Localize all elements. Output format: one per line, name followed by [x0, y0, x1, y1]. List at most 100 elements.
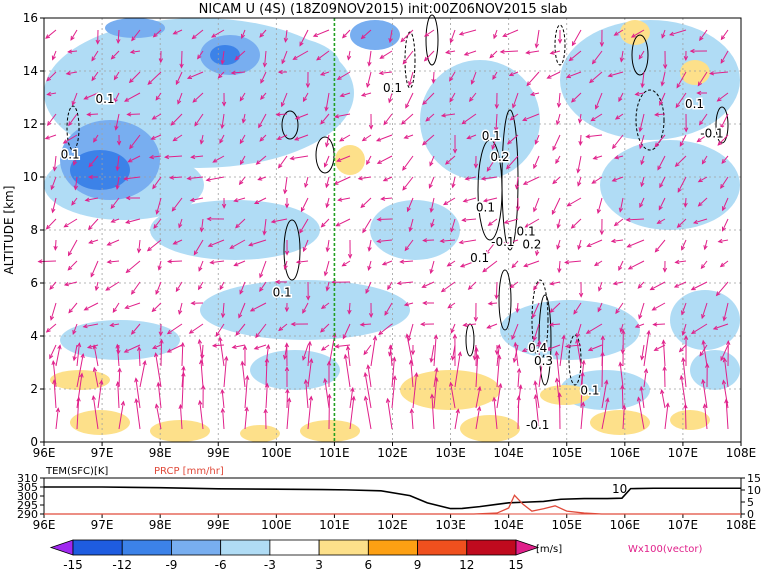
vector-scale-note: Wx100(vector)	[628, 544, 703, 555]
wind-vector	[405, 333, 414, 367]
wind-vector	[215, 323, 225, 337]
wind-vector	[299, 218, 309, 234]
wind-shade-region	[70, 150, 130, 190]
wind-vector	[719, 260, 729, 268]
wind-vector	[221, 92, 227, 107]
wind-vector	[277, 69, 288, 75]
wind-vector	[323, 260, 330, 277]
wind-vector	[242, 344, 248, 367]
wind-vector	[701, 339, 708, 367]
surface-x-tick-label: 98E	[149, 518, 172, 532]
colorbar-segment	[318, 539, 369, 556]
wind-vector	[255, 323, 267, 339]
wind-vector	[199, 359, 204, 388]
wind-vector	[384, 302, 393, 316]
wind-vector	[382, 176, 393, 182]
wind-vector	[334, 113, 351, 119]
surface-x-tick-label: 107E	[668, 518, 699, 532]
wind-vector	[220, 113, 225, 130]
wind-vector	[209, 260, 225, 265]
wind-vector	[285, 388, 290, 409]
wind-vector	[284, 239, 290, 256]
wind-vector	[156, 381, 162, 409]
wind-vector	[529, 91, 540, 97]
wind-vector	[217, 71, 225, 79]
wind-vector	[722, 302, 729, 322]
wind-vector	[366, 364, 372, 388]
wind-vector	[275, 112, 288, 117]
wind-vector	[458, 29, 477, 36]
surface-panel: TEM(SFC)[K] PRCP [mm/hr] 290295300305310…	[17, 466, 761, 532]
wind-vector	[105, 281, 120, 291]
wind-vector	[110, 218, 120, 223]
wind-vector	[452, 134, 458, 154]
wind-vector	[51, 197, 57, 214]
wind-vector	[556, 218, 561, 229]
wind-vector	[113, 71, 120, 81]
wind-vector	[233, 197, 246, 203]
wind-vector	[258, 113, 267, 129]
wind-vector	[365, 281, 372, 294]
wind-vector	[662, 50, 668, 70]
wind-vector	[559, 334, 566, 367]
wind-vector	[378, 70, 393, 76]
wind-vector	[368, 302, 374, 319]
wind-vector	[640, 71, 645, 89]
right-axis-label: PRCP [mm/hr]	[154, 466, 224, 477]
wind-vector	[63, 218, 78, 228]
wind-vector	[235, 323, 246, 336]
wind-vector	[699, 29, 708, 42]
wind-vector	[683, 197, 688, 208]
wind-vector	[466, 134, 477, 140]
wind-vector	[408, 359, 414, 388]
wind-vector	[522, 176, 540, 185]
wind-vector	[379, 50, 393, 59]
contour-label: 0.2	[490, 150, 509, 164]
wind-vector	[639, 385, 645, 409]
wind-vector	[721, 379, 729, 409]
wind-vector	[601, 379, 609, 409]
wind-vector	[219, 281, 225, 291]
surface-x-tick-label: 103E	[435, 518, 466, 532]
wind-vector	[590, 113, 603, 122]
wind-vector	[45, 323, 57, 333]
wind-vector	[433, 376, 439, 409]
wind-vector	[459, 260, 477, 268]
wind-vector	[220, 302, 226, 319]
colorbar: -15 -12 -9 -6 -3 3 6 9 12 15	[49, 539, 540, 572]
wind-vector	[83, 92, 99, 100]
wind-shade-region	[70, 410, 130, 435]
wind-vector	[636, 396, 645, 430]
wind-vector	[533, 197, 540, 213]
wind-shade-region	[60, 320, 180, 360]
wind-vector	[610, 238, 624, 244]
wind-shade-region	[460, 415, 520, 442]
wind-vector	[515, 197, 521, 212]
wind-vector	[359, 322, 372, 327]
wind-vector	[361, 134, 372, 142]
wind-vector	[514, 176, 520, 190]
wind-vector	[45, 29, 57, 39]
wind-vector	[316, 50, 330, 61]
wind-vector	[683, 334, 689, 367]
wind-vector	[366, 71, 372, 88]
wind-vector	[72, 323, 78, 336]
y-tick-label: 12	[23, 117, 38, 131]
wind-vector	[259, 281, 267, 293]
wind-vector	[264, 382, 270, 409]
colorbar-label: -6	[215, 558, 227, 572]
wind-vector	[505, 155, 519, 170]
wind-vector	[486, 155, 498, 172]
wind-vector	[534, 29, 540, 49]
colorbar-label: 9	[414, 558, 422, 572]
wind-vector	[125, 218, 141, 224]
wind-vector	[555, 155, 561, 165]
wind-shade-region	[420, 60, 540, 180]
wind-vector	[526, 71, 540, 87]
wind-vector	[449, 29, 456, 44]
wind-vector	[429, 197, 435, 213]
wind-vector	[720, 176, 729, 189]
wind-vector	[703, 239, 708, 251]
wind-vector	[640, 155, 645, 166]
wind-vector	[126, 112, 141, 117]
